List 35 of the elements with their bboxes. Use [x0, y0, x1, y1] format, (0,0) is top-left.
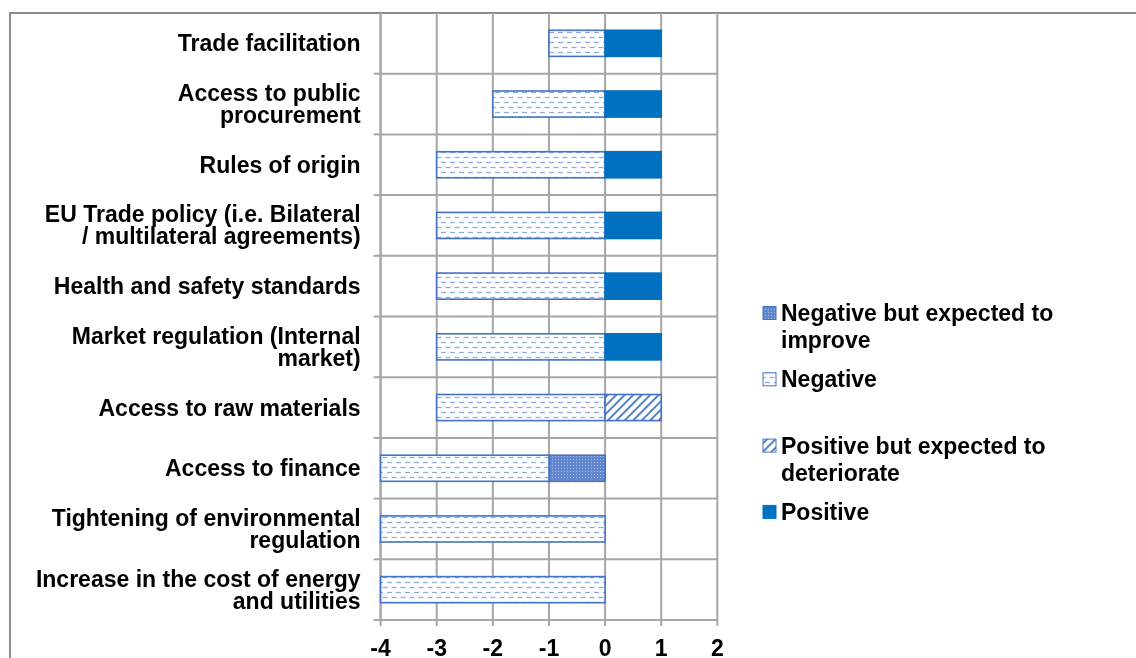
y-tick-label: Market regulation (Internal market) — [71, 322, 361, 371]
bar — [548, 29, 606, 58]
y-tick-label: Access to finance — [165, 455, 361, 482]
x-tick-label: -4 — [370, 635, 392, 658]
legend-label: Positive — [781, 498, 870, 525]
y-tick-label: Rules of origin — [199, 151, 361, 178]
legend-label: Negative but expected to improve — [781, 300, 1054, 353]
bar — [435, 272, 606, 300]
bar — [435, 150, 606, 179]
bar — [604, 211, 662, 240]
bar — [435, 211, 606, 240]
x-tick-label: -2 — [482, 635, 504, 658]
bar — [604, 272, 662, 300]
bar — [379, 515, 606, 543]
x-tick-label: -1 — [538, 635, 560, 658]
x-tick-label: -3 — [426, 635, 447, 658]
x-tick-label: 0 — [598, 635, 612, 658]
legend-label: Positive but expected to deteriorate — [781, 432, 1046, 486]
bar — [492, 90, 606, 118]
bar — [604, 29, 662, 58]
bar — [435, 333, 606, 361]
bar — [604, 150, 662, 179]
y-tick-label: Health and safety standards — [53, 273, 361, 300]
x-tick-label: 1 — [654, 635, 668, 658]
y-tick-label: Increase in the cost of energy and utilities — [35, 565, 361, 614]
bar — [604, 90, 662, 118]
bar — [379, 575, 606, 604]
bar — [604, 333, 662, 361]
y-tick-label: Access to raw materials — [98, 394, 361, 421]
legend-label: Negative — [781, 366, 877, 393]
x-tick-label: 2 — [710, 635, 724, 658]
y-tick-label: Trade facilitation — [177, 30, 361, 57]
y-tick-label: Tightening of environmental regulation — [51, 504, 361, 553]
y-tick-label: Access to public procurement — [177, 80, 361, 129]
y-tick-label: EU Trade policy (i.e. Bilateral / multilateral agreements) — [44, 201, 361, 250]
